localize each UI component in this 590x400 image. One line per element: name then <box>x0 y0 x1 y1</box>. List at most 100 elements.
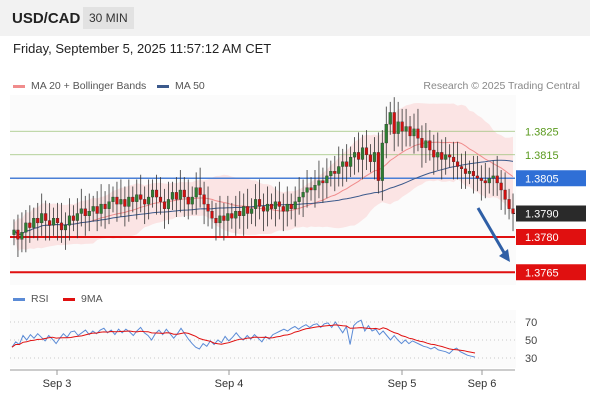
candle-body <box>503 189 507 200</box>
candle-body <box>48 220 52 226</box>
candle-body <box>230 213 234 219</box>
candle-body <box>380 142 384 181</box>
candle-body <box>301 192 305 198</box>
legend-label-ma50: MA 50 <box>175 80 205 92</box>
rsi-tick-30: 30 <box>525 353 537 365</box>
candle-body <box>131 196 135 202</box>
projection-arrow-head <box>499 249 510 262</box>
candles <box>12 97 515 257</box>
level-label-1.3805: 1.3805 <box>525 173 559 185</box>
candle-body <box>305 187 309 193</box>
symbol-title: USD/CAD <box>12 10 81 27</box>
candle-body <box>12 229 16 235</box>
projection-arrow-shaft <box>476 207 508 257</box>
candle-body <box>420 138 424 148</box>
candle-body <box>103 203 107 209</box>
candle-body <box>345 161 349 167</box>
candle-body <box>170 192 174 200</box>
rsi-line <box>11 319 476 358</box>
candle-body <box>182 189 186 198</box>
candle-body <box>226 213 230 221</box>
candle-body <box>261 206 266 212</box>
candle-body <box>495 175 499 184</box>
candle-body <box>178 189 182 200</box>
candle-body <box>127 196 131 207</box>
candle-body <box>111 196 115 202</box>
level-label-1.3825: 1.3825 <box>525 126 559 138</box>
candle-body <box>20 232 24 240</box>
candle-body <box>463 168 468 174</box>
candle-body <box>491 175 495 179</box>
candle-body <box>349 156 353 167</box>
candle-body <box>281 206 285 212</box>
candle-body <box>424 140 428 148</box>
candle-body <box>143 199 147 205</box>
candle-body <box>384 124 388 144</box>
candle-body <box>147 196 151 205</box>
level-label-1.3815: 1.3815 <box>525 150 559 162</box>
candle-body <box>452 156 456 162</box>
candle-body <box>139 194 143 200</box>
candle-body <box>206 203 210 212</box>
level-tag-1.3790 <box>516 205 586 222</box>
x-tick-label: Sep 5 <box>388 378 417 390</box>
candle-body <box>467 171 472 174</box>
candle-body <box>317 180 321 186</box>
candle-body <box>158 196 163 202</box>
candle-body <box>16 229 20 240</box>
candle-body <box>162 201 167 209</box>
candle-body <box>63 225 68 231</box>
candle-body <box>257 199 262 207</box>
candle-body <box>479 178 483 181</box>
candle-body <box>404 126 408 132</box>
candle-body <box>277 201 281 207</box>
candle-body <box>190 196 194 205</box>
candle-body <box>471 171 475 177</box>
candle-body <box>75 213 79 221</box>
candle-body <box>155 189 159 198</box>
candle-body <box>24 222 28 233</box>
candle-body <box>416 128 420 139</box>
legend-swatch-9ma <box>63 297 75 301</box>
candle-body <box>218 215 222 224</box>
candle-body <box>36 218 40 224</box>
level-tag-1.3765 <box>516 264 586 281</box>
rsi-9ma-line <box>11 324 476 354</box>
candle-body <box>448 154 452 158</box>
research-credit: Research © 2025 Trading Central <box>423 80 580 92</box>
candle-body <box>99 203 103 214</box>
candle-body <box>234 210 238 219</box>
candle-body <box>59 222 64 231</box>
candle-body <box>222 215 226 221</box>
legend-9ma: 9MA <box>63 293 103 305</box>
candle-body <box>238 210 242 216</box>
candle-body <box>487 178 491 184</box>
candle-body <box>353 152 357 158</box>
candle-body <box>309 187 313 191</box>
candle-body <box>376 152 380 181</box>
candle-body <box>297 196 301 202</box>
candle-body <box>79 208 83 214</box>
candle-body <box>28 222 32 228</box>
candle-body <box>337 166 341 174</box>
candle-body <box>67 215 71 226</box>
candle-body <box>392 112 396 134</box>
candle-body <box>115 196 119 205</box>
timeframe-button[interactable]: 30 MIN <box>83 7 134 29</box>
candle-body <box>400 121 404 132</box>
candle-body <box>360 147 365 160</box>
candle-body <box>444 154 448 160</box>
candle-body <box>254 199 258 209</box>
candle-body <box>32 218 36 228</box>
candle-body <box>436 152 440 158</box>
candle-body <box>246 206 250 214</box>
candle-body <box>123 199 127 207</box>
level-tag-1.3805 <box>516 170 586 187</box>
candle-body <box>364 147 369 155</box>
candle-body <box>52 218 56 226</box>
candle-body <box>44 213 48 221</box>
candle-body <box>321 180 325 184</box>
candle-body <box>174 192 178 200</box>
candle-body <box>214 218 218 224</box>
candle-body <box>329 171 333 177</box>
